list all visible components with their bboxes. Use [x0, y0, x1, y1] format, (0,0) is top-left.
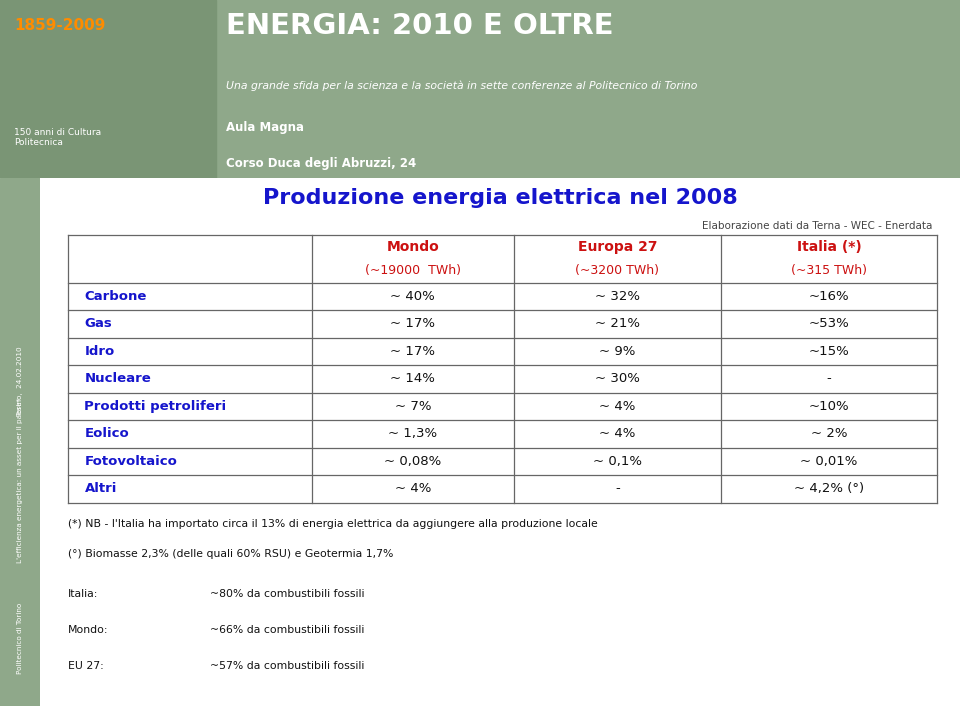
Text: ~ 40%: ~ 40%	[391, 289, 435, 303]
Text: ~ 4%: ~ 4%	[599, 400, 636, 413]
Text: Italia (*): Italia (*)	[797, 240, 861, 254]
Text: ~53%: ~53%	[808, 317, 850, 330]
Text: ~ 32%: ~ 32%	[595, 289, 640, 303]
Text: ~15%: ~15%	[808, 345, 850, 358]
Text: Mondo: Mondo	[387, 240, 439, 254]
Text: ~ 17%: ~ 17%	[391, 317, 435, 330]
Text: ~ 14%: ~ 14%	[391, 372, 435, 385]
Text: Corso Duca degli Abruzzi, 24: Corso Duca degli Abruzzi, 24	[226, 157, 416, 169]
Text: Produzione energia elettrica nel 2008: Produzione energia elettrica nel 2008	[263, 189, 737, 208]
Text: ~ 21%: ~ 21%	[595, 317, 640, 330]
Text: ~66% da combustibili fossili: ~66% da combustibili fossili	[210, 625, 365, 635]
Text: Altri: Altri	[84, 482, 117, 496]
Text: ~ 7%: ~ 7%	[395, 400, 431, 413]
Text: Elaborazione dati da Terna - WEC - Enerdata: Elaborazione dati da Terna - WEC - Enerd…	[702, 221, 932, 232]
Text: Fotovoltaico: Fotovoltaico	[84, 455, 178, 468]
Text: (*) NB - l'Italia ha importato circa il 13% di energia elettrica da aggiungere a: (*) NB - l'Italia ha importato circa il …	[68, 518, 598, 529]
Text: ~ 4%: ~ 4%	[599, 427, 636, 441]
Text: 150 anni di Cultura
Politecnica: 150 anni di Cultura Politecnica	[14, 128, 102, 148]
Text: ~ 0,01%: ~ 0,01%	[801, 455, 857, 468]
Text: ~57% da combustibili fossili: ~57% da combustibili fossili	[210, 661, 365, 671]
Text: ~ 0,08%: ~ 0,08%	[384, 455, 442, 468]
Text: (~315 TWh): (~315 TWh)	[791, 264, 867, 277]
Text: Torino,  24.02.2010: Torino, 24.02.2010	[17, 346, 23, 416]
Text: 1859-2009: 1859-2009	[14, 18, 106, 32]
Text: ~ 4,2% (°): ~ 4,2% (°)	[794, 482, 864, 496]
Text: ~ 4%: ~ 4%	[395, 482, 431, 496]
Bar	[0, 0, 216, 178]
Text: Carbone: Carbone	[84, 289, 147, 303]
Text: ~ 0,1%: ~ 0,1%	[593, 455, 642, 468]
Text: Europa 27: Europa 27	[578, 240, 658, 254]
Text: ~10%: ~10%	[808, 400, 850, 413]
Text: ~ 17%: ~ 17%	[391, 345, 435, 358]
Text: -: -	[615, 482, 620, 496]
Text: (~19000  TWh): (~19000 TWh)	[365, 264, 461, 277]
Text: ~80% da combustibili fossili: ~80% da combustibili fossili	[210, 589, 365, 599]
Text: Politecnico di Torino: Politecnico di Torino	[17, 603, 23, 674]
Text: Idro: Idro	[84, 345, 114, 358]
Text: L'efficienza energetica: un asset per il paese*: L'efficienza energetica: un asset per il…	[17, 398, 23, 563]
Text: Gas: Gas	[84, 317, 112, 330]
Text: Aula Magna: Aula Magna	[226, 121, 303, 134]
Text: Italia:: Italia:	[68, 589, 98, 599]
Text: Nucleare: Nucleare	[84, 372, 152, 385]
Text: (~3200 TWh): (~3200 TWh)	[575, 264, 660, 277]
Text: -: -	[827, 372, 831, 385]
Text: Mondo:: Mondo:	[68, 625, 108, 635]
Text: ENERGIA: 2010 E OLTRE: ENERGIA: 2010 E OLTRE	[226, 13, 613, 40]
Text: ~16%: ~16%	[808, 289, 850, 303]
Text: ~ 2%: ~ 2%	[810, 427, 847, 441]
Text: ~ 30%: ~ 30%	[595, 372, 640, 385]
Text: ~ 9%: ~ 9%	[599, 345, 636, 358]
Text: Eolico: Eolico	[84, 427, 130, 441]
Text: Una grande sfida per la scienza e la società in sette conferenze al Politecnico : Una grande sfida per la scienza e la soc…	[226, 80, 697, 90]
Text: Prodotti petroliferi: Prodotti petroliferi	[84, 400, 227, 413]
Text: (°) Biomasse 2,3% (delle quali 60% RSU) e Geotermia 1,7%: (°) Biomasse 2,3% (delle quali 60% RSU) …	[68, 549, 394, 559]
Text: EU 27:: EU 27:	[68, 661, 104, 671]
Text: ~ 1,3%: ~ 1,3%	[388, 427, 438, 441]
